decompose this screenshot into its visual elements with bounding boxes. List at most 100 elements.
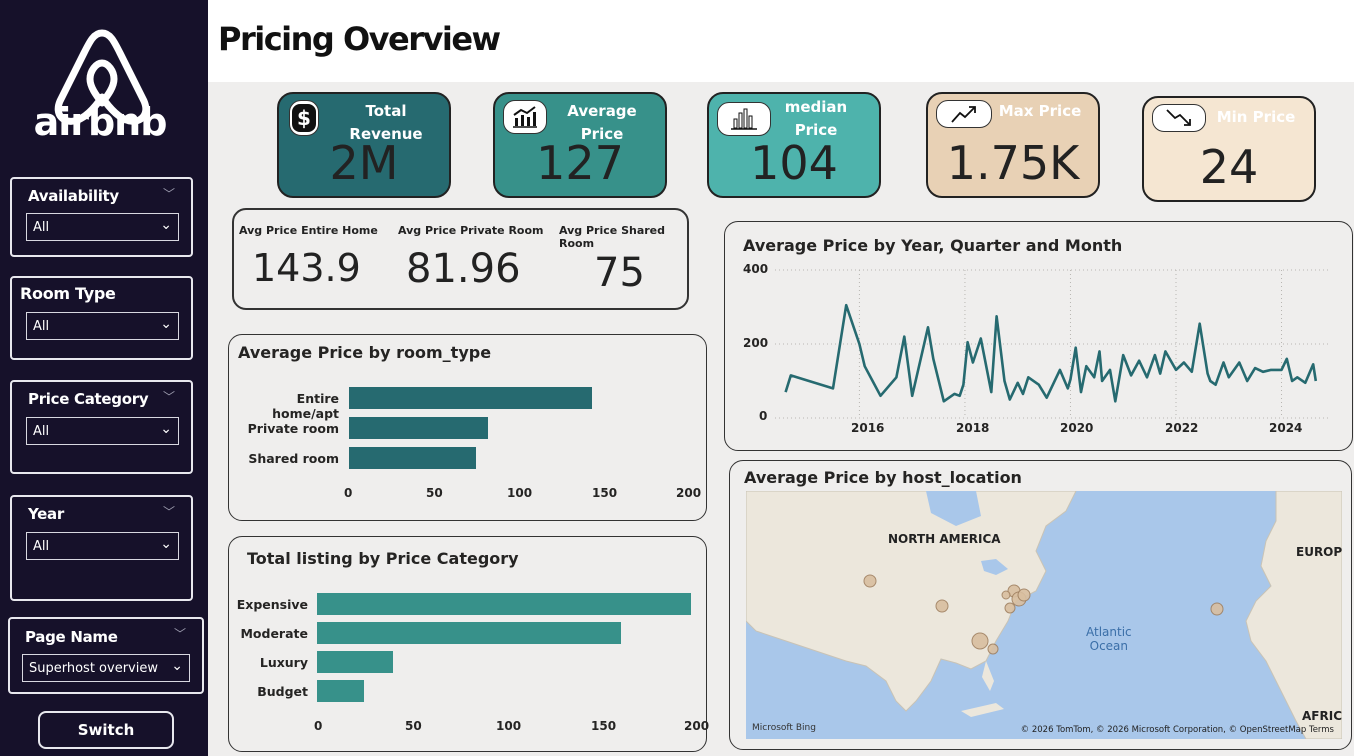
category-label: Moderate bbox=[240, 625, 308, 641]
switch-button[interactable]: Switch bbox=[38, 711, 174, 749]
slicer-title: Room Type bbox=[20, 284, 116, 303]
x-tick-label: 2018 bbox=[956, 421, 990, 435]
trend-down-icon bbox=[1152, 104, 1206, 132]
y-tick-label: 0 bbox=[759, 409, 768, 423]
kpi-median-price: median Price 104 bbox=[707, 92, 881, 198]
x-tick-label: 100 bbox=[496, 719, 522, 733]
bar[interactable] bbox=[317, 651, 393, 673]
availability-dropdown[interactable]: All ⌄ bbox=[26, 213, 179, 241]
map-land bbox=[746, 491, 1342, 739]
bar[interactable] bbox=[349, 417, 488, 439]
kpi-min-price: Min Price 24 bbox=[1142, 96, 1316, 202]
chevron-down-icon: ⌄ bbox=[160, 421, 172, 437]
x-tick-label: 2022 bbox=[1165, 421, 1199, 435]
year-slicer: Year ﹀ All ⌄ bbox=[10, 495, 193, 601]
map-label-ocean: Atlantic Ocean bbox=[1086, 625, 1132, 653]
dropdown-value: All bbox=[33, 220, 50, 235]
kpi-label: Min Price bbox=[1216, 108, 1296, 126]
chevron-down-icon: ⌄ bbox=[160, 536, 172, 552]
avg-private-room-label: Avg Price Private Room bbox=[398, 224, 544, 237]
category-label: Luxury bbox=[259, 654, 308, 670]
x-tick-label: 200 bbox=[676, 486, 702, 500]
x-tick-label: 150 bbox=[591, 719, 617, 733]
category-label: Expensive bbox=[236, 596, 308, 612]
x-tick-label: 2024 bbox=[1269, 421, 1303, 435]
category-label: Entire home/apt bbox=[272, 390, 339, 421]
page-name-slicer: Page Name ﹀ Superhost overview ⌄ bbox=[8, 617, 204, 694]
slicer-title: Availability bbox=[28, 187, 119, 205]
x-tick-label: 50 bbox=[426, 486, 443, 500]
dropdown-value: All bbox=[33, 539, 50, 554]
room-type-chart-panel: Average Price by room_type Entire home/a… bbox=[228, 334, 707, 521]
map-label-europe: EUROPE bbox=[1296, 545, 1342, 559]
airbnb-logo-icon bbox=[54, 29, 150, 125]
bing-logo: Microsoft Bing bbox=[752, 723, 816, 733]
kpi-value: 104 bbox=[750, 136, 838, 190]
page-title: Pricing Overview bbox=[218, 20, 501, 58]
x-tick-label: 50 bbox=[405, 719, 422, 733]
x-tick-label: 100 bbox=[507, 486, 533, 500]
dropdown-value: All bbox=[33, 319, 50, 334]
chart-title: Total listing by Price Category bbox=[247, 549, 519, 568]
y-tick-label: 200 bbox=[743, 336, 769, 350]
kpi-label: Total Revenue bbox=[349, 102, 423, 143]
line-chart bbox=[775, 269, 1329, 419]
price-category-dropdown[interactable]: All ⌄ bbox=[26, 417, 179, 445]
dollar-icon: $ bbox=[289, 100, 319, 136]
room-avg-card: Avg Price Entire Home 143.9 Avg Price Pr… bbox=[232, 208, 689, 310]
year-dropdown[interactable]: All ⌄ bbox=[26, 532, 179, 560]
page-name-dropdown[interactable]: Superhost overview ⌄ bbox=[22, 654, 190, 682]
dropdown-value: All bbox=[33, 424, 50, 439]
category-label: Budget bbox=[257, 683, 308, 699]
slicer-title: Price Category bbox=[28, 390, 149, 408]
kpi-total-revenue: $ Total Revenue 2M bbox=[277, 92, 451, 198]
kpi-max-price: Max Price 1.75K bbox=[926, 92, 1100, 198]
slicer-title: Year bbox=[28, 505, 64, 523]
x-tick-label: 150 bbox=[592, 486, 618, 500]
map-panel: Average Price by host_location bbox=[729, 460, 1352, 750]
map-label-north-america: NORTH AMERICA bbox=[888, 532, 1001, 546]
chevron-down-icon: ⌄ bbox=[160, 316, 172, 332]
bar[interactable] bbox=[349, 387, 593, 409]
chevron-down-icon[interactable]: ﹀ bbox=[162, 187, 175, 201]
chevron-down-icon[interactable]: ﹀ bbox=[173, 627, 186, 641]
header: Pricing Overview bbox=[208, 0, 1354, 82]
sidebar: airbnb Availability ﹀ All ⌄ Room Type Al… bbox=[0, 0, 208, 756]
kpi-label: Max Price bbox=[998, 102, 1082, 120]
bar[interactable] bbox=[317, 622, 622, 644]
avg-entire-home-label: Avg Price Entire Home bbox=[239, 224, 378, 237]
kpi-value: 1.75K bbox=[946, 136, 1080, 190]
map-attribution[interactable]: © 2026 TomTom, © 2026 Microsoft Corporat… bbox=[1020, 725, 1334, 735]
avg-shared-room-value: 75 bbox=[594, 250, 645, 296]
bar[interactable] bbox=[349, 447, 476, 469]
chart-title: Average Price by host_location bbox=[744, 468, 1022, 487]
trend-up-icon bbox=[936, 100, 992, 128]
avg-entire-home-value: 143.9 bbox=[252, 246, 361, 290]
line-chart-panel: Average Price by Year, Quarter and Month… bbox=[724, 221, 1353, 451]
y-tick-label: 400 bbox=[743, 262, 769, 276]
logo-text: airbnb bbox=[33, 100, 168, 144]
x-tick-label: 0 bbox=[344, 486, 353, 500]
chevron-down-icon: ⌄ bbox=[171, 658, 183, 674]
room-type-slicer: Room Type All ⌄ bbox=[10, 276, 193, 360]
category-label: Private room bbox=[247, 420, 339, 436]
x-tick-label: 200 bbox=[684, 719, 710, 733]
bar[interactable] bbox=[317, 593, 692, 615]
kpi-value: 127 bbox=[536, 136, 624, 190]
bar[interactable] bbox=[317, 680, 365, 702]
chevron-down-icon[interactable]: ﹀ bbox=[162, 390, 175, 404]
x-tick-label: 2016 bbox=[851, 421, 885, 435]
avg-private-room-value: 81.96 bbox=[406, 246, 521, 292]
bar-chart-icon bbox=[717, 102, 771, 136]
price-line-series[interactable] bbox=[784, 303, 1318, 403]
room-type-dropdown[interactable]: All ⌄ bbox=[26, 312, 179, 340]
chevron-down-icon[interactable]: ﹀ bbox=[162, 505, 175, 519]
dropdown-value: Superhost overview bbox=[29, 661, 158, 676]
chevron-down-icon: ⌄ bbox=[160, 217, 172, 233]
kpi-value: 24 bbox=[1199, 140, 1259, 194]
category-label: Shared room bbox=[248, 450, 339, 466]
price-category-chart-panel: Total listing by Price Category Expensiv… bbox=[228, 536, 710, 752]
kpi-value: 2M bbox=[329, 136, 399, 190]
